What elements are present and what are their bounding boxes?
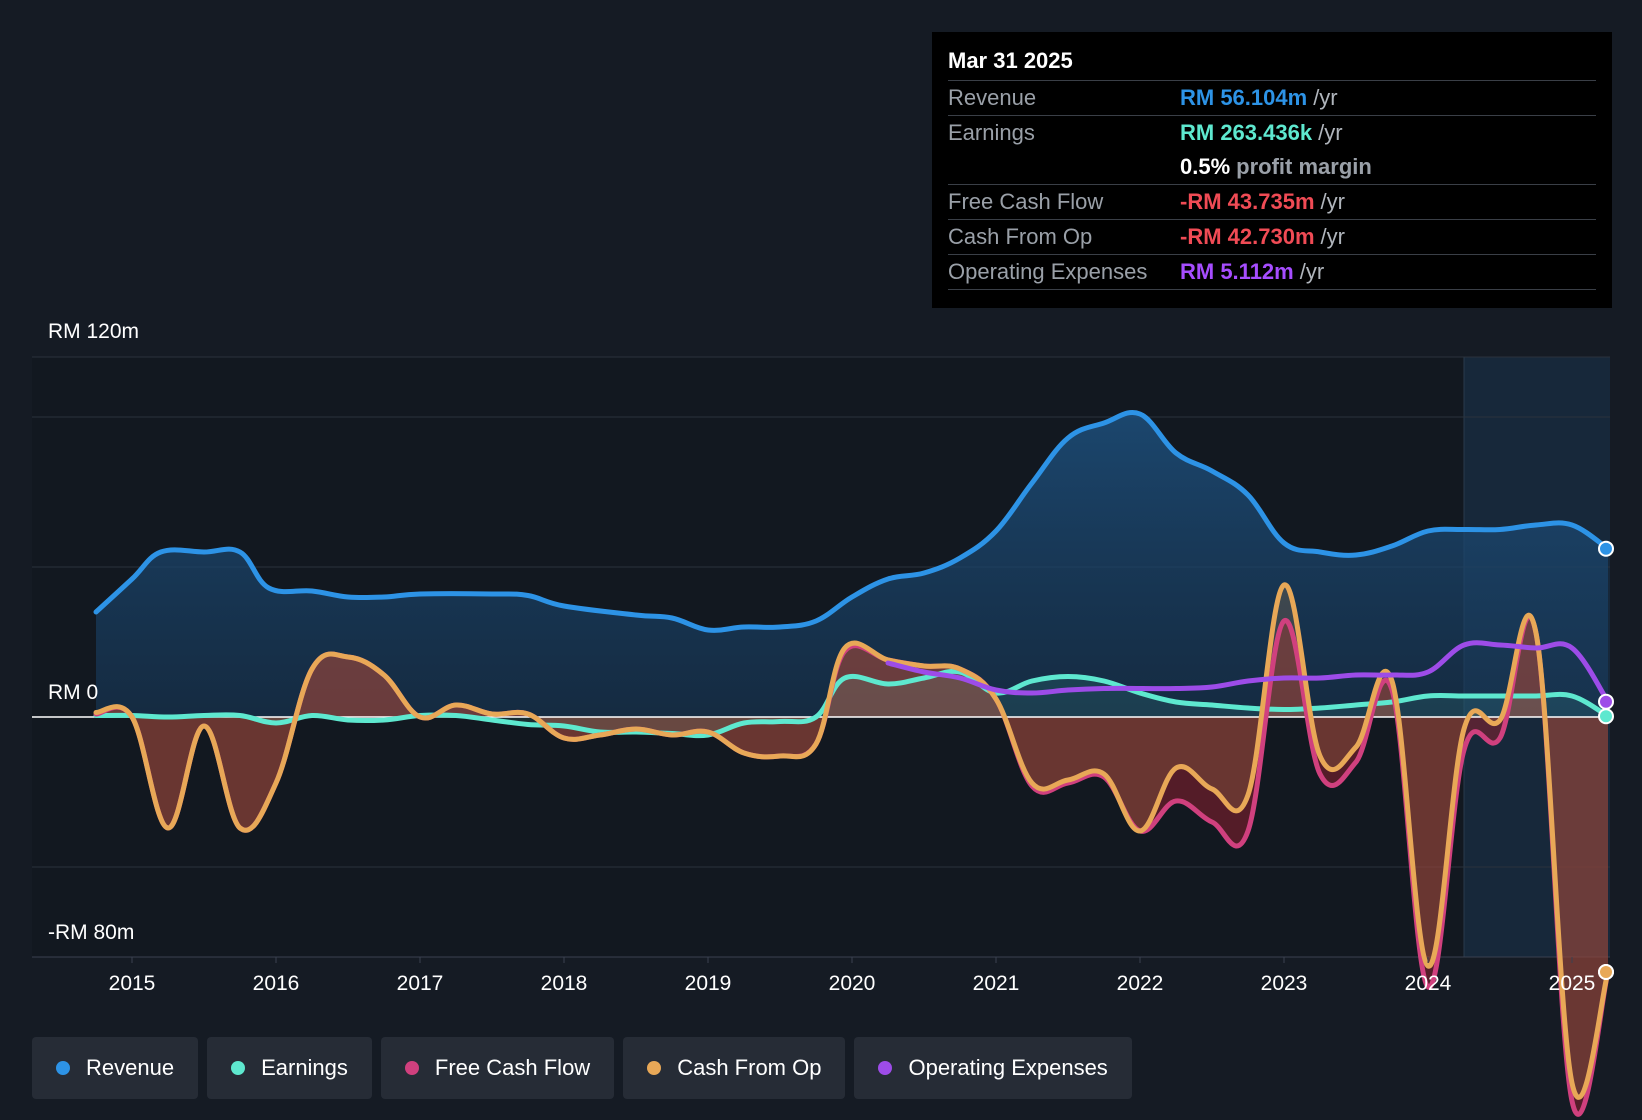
cash-from-op-area xyxy=(96,584,1608,1098)
legend-item-cash-from-op[interactable]: Cash From Op xyxy=(623,1037,846,1099)
legend-dot-icon xyxy=(56,1061,70,1075)
tooltip-label: Revenue xyxy=(948,85,1037,110)
legend-item-operating-expenses[interactable]: Operating Expenses xyxy=(854,1037,1132,1099)
x-tick-label: 2020 xyxy=(829,972,876,995)
x-tick-label: 2018 xyxy=(541,972,588,995)
y-axis-label-zero: RM 0 xyxy=(48,681,99,704)
legend-item-revenue[interactable]: Revenue xyxy=(32,1037,199,1099)
tooltip-row-profit-margin: 0.5% profit margin xyxy=(948,150,1596,184)
x-tick-label: 2016 xyxy=(253,972,300,995)
tooltip-label: Free Cash Flow xyxy=(948,189,1104,214)
revenue-area xyxy=(96,412,1608,717)
revenue-line xyxy=(93,410,1611,633)
legend-label: Cash From Op xyxy=(677,1055,822,1080)
x-tick-label: 2017 xyxy=(397,972,444,995)
legend-dot-icon xyxy=(231,1061,246,1075)
legend-label: Free Cash Flow xyxy=(434,1055,591,1080)
x-tick-label: 2015 xyxy=(109,972,156,995)
x-tick-label: 2021 xyxy=(973,972,1020,995)
earnings-endpoint xyxy=(1598,708,1614,725)
tooltip-label: Operating Expenses xyxy=(948,259,1148,284)
tooltip-unit: profit margin xyxy=(1236,154,1372,179)
tooltip-date: Mar 31 2025 xyxy=(948,48,1073,73)
legend-dot-icon xyxy=(878,1061,893,1075)
tooltip-unit: /yr xyxy=(1320,224,1345,249)
tooltip-row-earnings: Earnings RM 263.436k /yr xyxy=(948,115,1596,150)
tooltip-value: RM 56.104m xyxy=(1180,85,1308,110)
cash-from-op-endpoint xyxy=(1598,964,1614,980)
tooltip-label: Earnings xyxy=(948,120,1035,145)
tooltip-value: -RM 42.730m xyxy=(1180,224,1315,249)
x-tick-label: 2024 xyxy=(1405,972,1452,995)
free-cash-flow-area xyxy=(96,616,1608,1115)
legend-label: Revenue xyxy=(86,1055,175,1080)
tooltip-label: Cash From Op xyxy=(948,224,1093,249)
x-tick-label: 2019 xyxy=(685,972,732,995)
legend-item-free-cash-flow[interactable]: Free Cash Flow xyxy=(380,1037,615,1099)
tooltip-value: RM 263.436k xyxy=(1180,120,1313,145)
tooltip-unit: /yr xyxy=(1320,189,1345,214)
x-tick-label: 2023 xyxy=(1261,972,1308,995)
tooltip-row-operating-expenses: Operating Expenses RM 5.112m /yr xyxy=(948,254,1596,290)
legend-item-earnings[interactable]: Earnings xyxy=(207,1037,372,1099)
revenue-endpoint xyxy=(1598,540,1614,557)
earnings-area xyxy=(96,671,1608,736)
legend-label: Earnings xyxy=(261,1055,348,1080)
earnings-line xyxy=(93,668,1611,739)
x-tick-label: 2022 xyxy=(1117,972,1164,995)
tooltip-value: -RM 43.735m xyxy=(1180,189,1315,214)
tooltip-unit: /yr xyxy=(1299,259,1325,284)
cash-from-op-line xyxy=(93,582,1611,1100)
operating-expenses-endpoint xyxy=(1598,693,1614,710)
tooltip-unit: /yr xyxy=(1313,85,1338,110)
legend-dot-icon xyxy=(647,1061,662,1075)
x-tick-label: 2025 xyxy=(1549,972,1596,995)
y-axis-label-bottom: -RM 80m xyxy=(48,921,135,944)
y-axis-label-top: RM 120m xyxy=(48,320,140,343)
legend: Revenue Earnings Free Cash Flow Cash Fro… xyxy=(32,1037,1132,1099)
tooltip-row-free-cash-flow: Free Cash Flow -RM 43.735m /yr xyxy=(948,184,1596,219)
tooltip-row-revenue: Revenue RM 56.104m /yr xyxy=(948,80,1596,115)
tooltip-value: RM 5.112m xyxy=(1180,259,1294,284)
tooltip-row-cash-from-op: Cash From Op -RM 42.730m /yr xyxy=(948,219,1596,254)
tooltip-value: 0.5% xyxy=(1180,154,1231,179)
operating-expenses-line xyxy=(885,640,1611,705)
tooltip-panel: Mar 31 2025 Revenue RM 56.104m /yr Earni… xyxy=(932,32,1612,308)
legend-label: Operating Expenses xyxy=(908,1055,1108,1080)
legend-dot-icon xyxy=(404,1061,419,1075)
tooltip-unit: /yr xyxy=(1318,120,1343,145)
